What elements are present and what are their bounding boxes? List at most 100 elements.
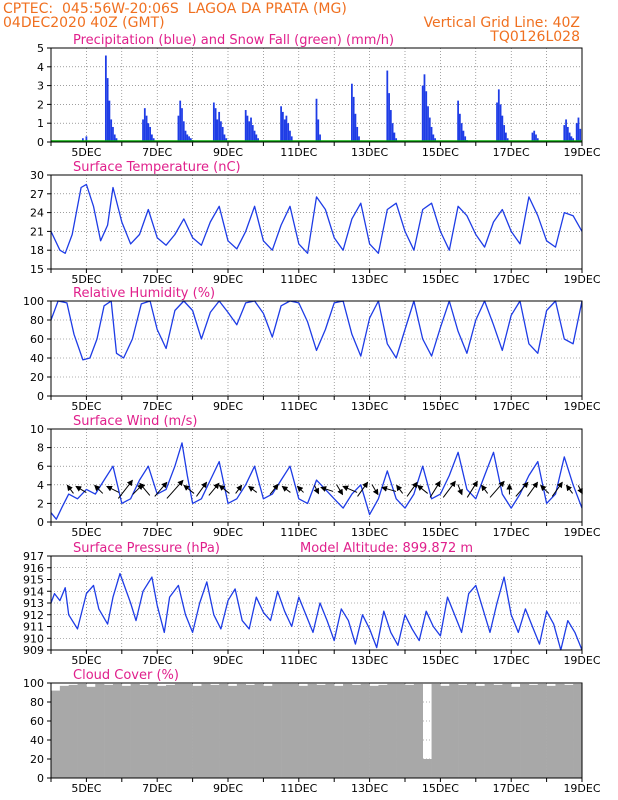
cloud-bar [378,684,388,778]
precip-bar [179,100,182,142]
cloud-bar [236,683,246,778]
y-tick-label: 911 [23,621,44,634]
x-tick-label: 7DEC [142,782,172,795]
precip-bar [287,123,290,142]
cloud-bar [564,684,574,778]
precip-bar [212,102,215,142]
precip-bar [184,130,187,142]
cloud-bar [360,683,370,778]
precip-bar [106,78,109,142]
precip-bar [391,123,394,142]
precip-panel: 0 1 2 3 4 5 5DEC 7DEC 9DEC 11DEC 13DEC 15DEC 17DEC 19… [37,33,601,159]
wind-arrow [139,482,151,496]
precip-bar [189,138,192,142]
precip-bar [216,119,219,142]
cloud-bar [112,683,123,778]
precip-bar [177,115,180,142]
cloud-bar [520,683,530,778]
precip-bar [218,111,221,142]
precip-bar [565,119,567,142]
x-tick-label: 11DEC [280,654,317,667]
precip-bar [563,125,566,142]
wind-arrow [117,479,133,499]
cloud-bar [449,683,459,778]
x-tick-label: 19DEC [563,782,600,795]
x-tick-label: 9DEC [213,526,243,539]
precip-bar [570,136,573,142]
precip-bar [351,83,353,142]
x-tick-label: 7DEC [142,654,172,667]
cloud-bar [210,684,220,778]
y-tick-label: 0 [37,516,44,529]
wind-series-line [50,442,583,520]
cloud-bar [228,685,238,778]
wind-arrow [247,485,258,493]
cloud-bar [528,684,539,778]
wind-arrow [396,484,404,494]
x-tick-label: 5DEC [71,782,101,795]
x-tick-label: 19DEC [563,146,600,159]
wind-arrow [527,481,539,497]
wind-arrow [481,484,489,494]
x-tick-label: 19DEC [563,273,600,286]
precip-bar [579,128,582,142]
precip-bar [503,125,506,142]
y-tick-label: 40 [30,352,44,365]
cloud-bar [139,684,149,778]
precip-bar [462,130,465,142]
precip-bar [147,123,150,142]
wind-arrow [336,484,344,496]
cloud-bar [413,683,423,778]
wind-arrow [406,481,418,497]
wind-arrow [313,485,319,495]
wind-arrow [442,480,456,498]
y-tick-label: 912 [23,609,44,622]
precip-bar [85,136,88,142]
wind-arrow [489,480,505,498]
wind-frame [50,428,583,523]
wind-arrow [208,482,220,496]
precip-bar [496,102,498,142]
cloud-bar [59,685,69,778]
y-tick-label: 914 [23,585,44,598]
wind-arrow [132,483,144,495]
x-tick-label: 19DEC [563,526,600,539]
precip-bar [246,115,249,142]
precip-bar [145,115,148,142]
precip-bar [108,100,111,142]
x-tick-label: 9DEC [213,400,243,413]
cloud-bar [316,684,326,778]
precip-bar [575,123,578,142]
y-tick-label: 8 [37,442,44,455]
precip-bar [248,121,251,142]
cloud-bar [68,684,78,778]
vertical-grid-line-note: Vertical Grid Line: 40Z [423,15,580,31]
precip-bar [188,136,190,142]
precip-bar [110,119,113,142]
rh-panel: 0 20 40 60 80 100 5DEC 7DEC 9DEC 11DEC 13DEC 15DEC 1… [23,286,601,413]
wind-arrow [106,486,120,493]
cloud-bar [431,683,441,778]
x-tick-label: 17DEC [493,146,530,159]
precip-bar [352,96,355,142]
x-tick-label: 7DEC [142,273,172,286]
cloud-bar [475,685,485,778]
precip-bar [566,126,569,142]
cloud-bar [148,683,158,778]
y-tick-label: 0 [37,390,44,403]
cloud-bar [466,683,477,778]
x-tick-label: 15DEC [422,526,459,539]
y-tick-label: 909 [23,644,44,657]
x-tick-label: 5DEC [71,400,101,413]
precip-bar [289,130,291,142]
precip-bar [182,121,185,142]
y-tick-label: 0 [37,136,44,149]
y-tick-label: 100 [23,295,44,308]
precip-bar [464,136,467,142]
wind-title: Surface Wind (m/s) [73,414,197,429]
x-tick-label: 9DEC [213,273,243,286]
cloud-bar [405,684,415,778]
y-tick-label: 6 [37,460,44,473]
precip-bar [149,126,152,142]
cloud-bar [511,686,521,778]
